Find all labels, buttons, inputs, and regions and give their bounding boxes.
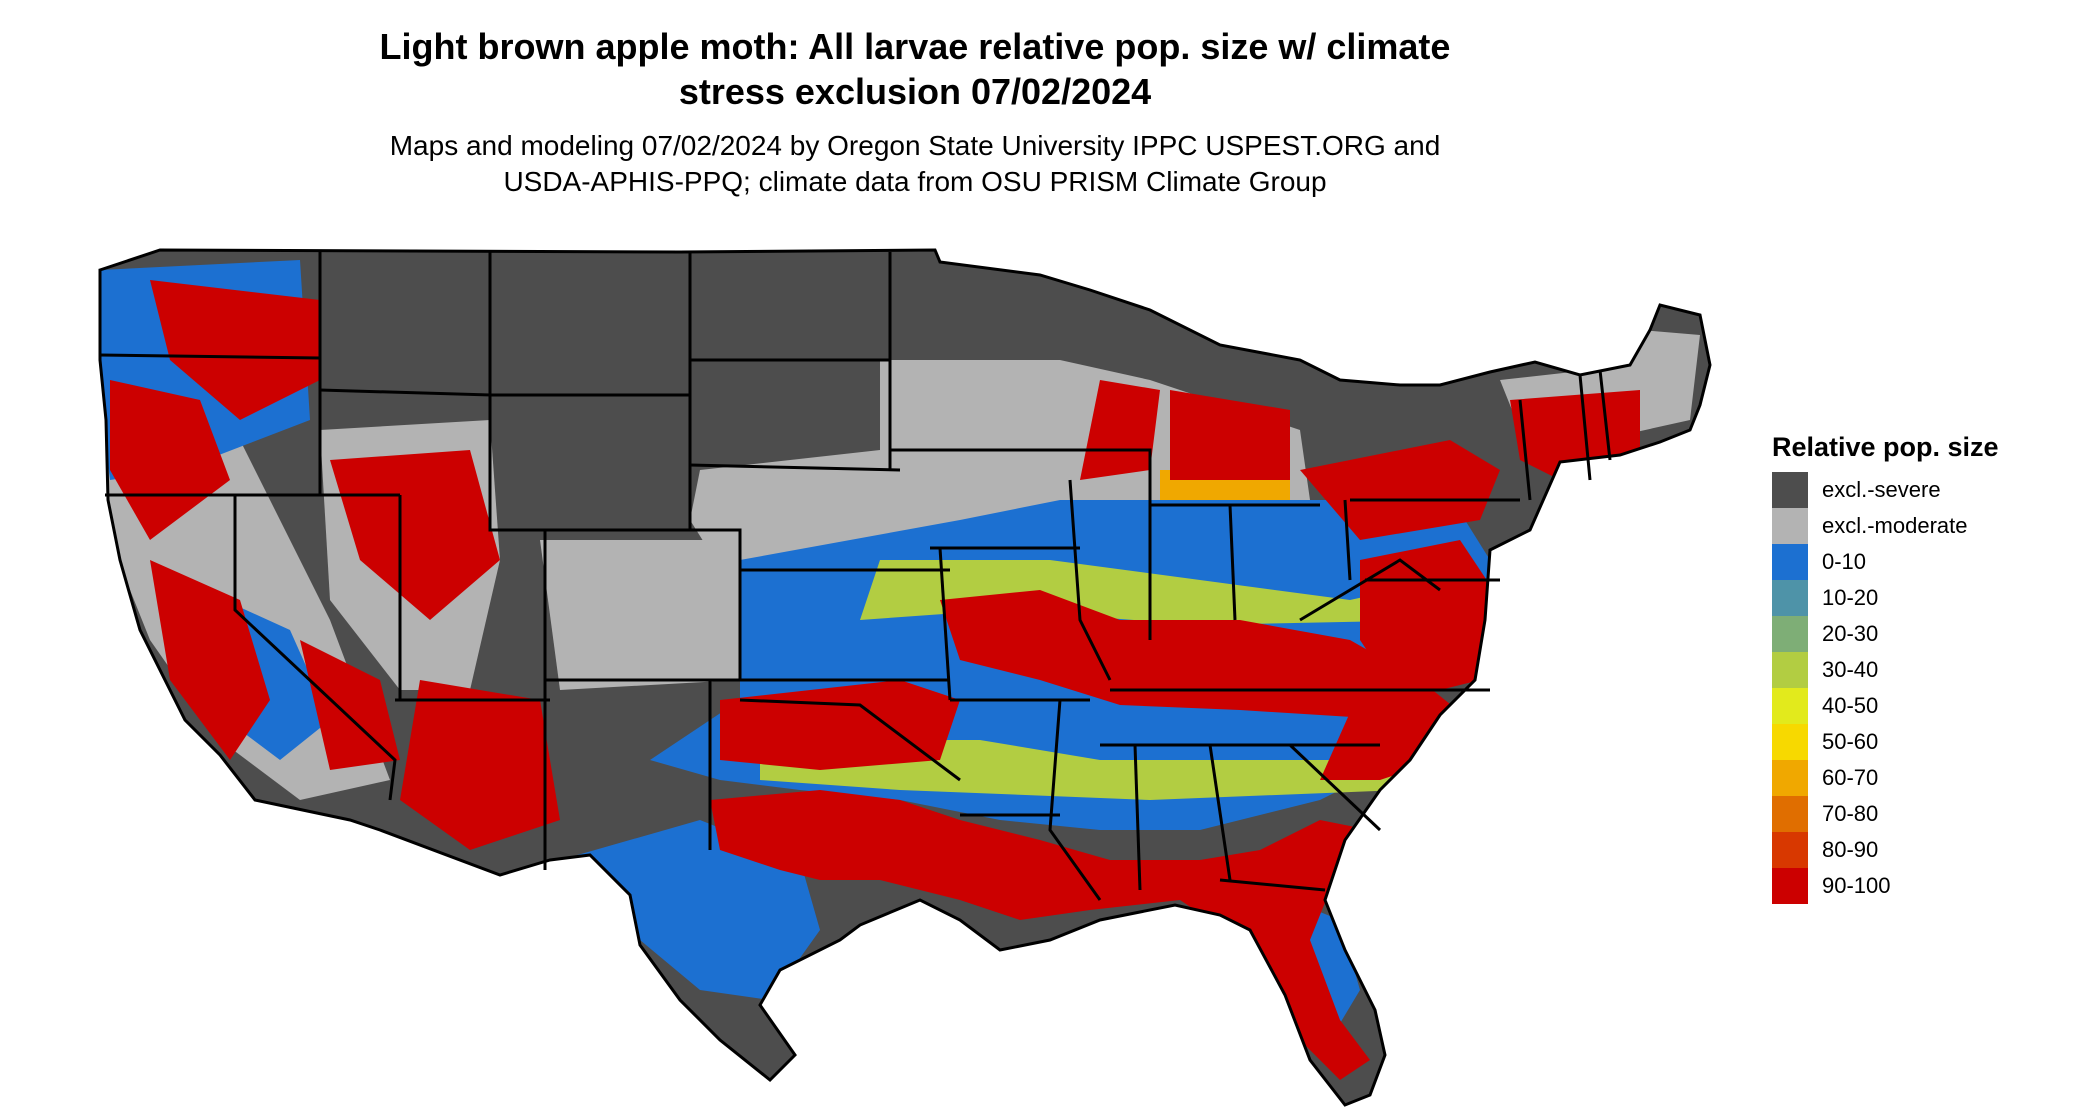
legend-swatch bbox=[1772, 472, 1808, 508]
border-in-oh bbox=[1228, 504, 1237, 621]
border-new-england bbox=[1518, 369, 1612, 501]
legend-item: 50-60 bbox=[1772, 724, 2072, 760]
legend-title: Relative pop. size bbox=[1772, 432, 1999, 462]
legend-item: 40-50 bbox=[1772, 688, 2072, 724]
map-subtitle-line-1: Maps and modeling 07/02/2024 by Oregon S… bbox=[389, 130, 1441, 161]
legend-label: 30-40 bbox=[1822, 657, 1879, 682]
legend-item: 20-30 bbox=[1772, 616, 2072, 652]
legend: Relative pop. size excl.-severe excl.-mod… bbox=[1772, 430, 2072, 904]
zone-moderate bbox=[540, 540, 740, 690]
border-mo-west bbox=[938, 547, 952, 701]
border-ga-sc bbox=[1288, 743, 1382, 832]
legend-swatch bbox=[1772, 580, 1808, 616]
border-ca-nv bbox=[233, 495, 397, 801]
legend-label: 70-80 bbox=[1822, 801, 1879, 826]
state-borders bbox=[98, 248, 1712, 1107]
legend-label: 60-70 bbox=[1822, 765, 1879, 790]
map-title-block: Light brown apple moth: All larvae relat… bbox=[290, 24, 1540, 200]
border-ga-fl bbox=[1219, 878, 1326, 892]
border-sd-ne bbox=[689, 463, 901, 472]
us-outline bbox=[98, 248, 1712, 1107]
legend-swatch bbox=[1772, 796, 1808, 832]
zone-high bbox=[710, 790, 1370, 1080]
zone-high bbox=[330, 450, 500, 620]
zone-high bbox=[1080, 380, 1160, 480]
legend-swatch bbox=[1772, 652, 1808, 688]
legend-item: 80-90 bbox=[1772, 832, 2072, 868]
legend-items: excl.-severe excl.-moderate 0-10 10-20 20-30… bbox=[1772, 472, 2072, 904]
legend-label: excl.-severe bbox=[1822, 477, 1941, 502]
zone-high bbox=[940, 590, 1420, 720]
border-il bbox=[1068, 479, 1112, 681]
zone-high bbox=[1170, 390, 1290, 480]
legend-swatch bbox=[1772, 616, 1808, 652]
map-title-line-2: stress exclusion 07/02/2024 bbox=[678, 71, 1152, 112]
legend-label: 50-60 bbox=[1822, 729, 1879, 754]
zone-high bbox=[300, 640, 400, 770]
legend-item: excl.-severe bbox=[1772, 472, 2072, 508]
border-nm bbox=[543, 680, 712, 870]
legend-item: 0-10 bbox=[1772, 544, 2072, 580]
border-ok-tx bbox=[739, 698, 961, 782]
zone-high bbox=[400, 680, 560, 850]
border-ms-al bbox=[1133, 744, 1142, 891]
legend-swatch bbox=[1772, 688, 1808, 724]
legend-label: 10-20 bbox=[1822, 585, 1879, 610]
zone-high bbox=[150, 280, 320, 420]
legend-item: excl.-moderate bbox=[1772, 508, 2072, 544]
legend-item: 90-100 bbox=[1772, 868, 2072, 904]
legend-item: 30-40 bbox=[1772, 652, 2072, 688]
legend-label: excl.-moderate bbox=[1822, 513, 1968, 538]
legend-item: 70-80 bbox=[1772, 796, 2072, 832]
border-al-ga bbox=[1208, 744, 1232, 881]
map-title-line-1: Light brown apple moth: All larvae relat… bbox=[379, 26, 1451, 67]
border-wa-or bbox=[99, 353, 321, 360]
legend-label: 0-10 bbox=[1822, 549, 1867, 574]
zone-high bbox=[110, 380, 230, 540]
zone-high bbox=[1300, 440, 1500, 540]
legend-label: 20-30 bbox=[1822, 621, 1879, 646]
zone-low bbox=[560, 820, 820, 1000]
legend-swatch bbox=[1772, 544, 1808, 580]
legend-swatch bbox=[1772, 724, 1808, 760]
legend-swatch bbox=[1772, 760, 1808, 796]
zone-high bbox=[150, 560, 270, 760]
legend-item: 60-70 bbox=[1772, 760, 2072, 796]
border-co bbox=[545, 528, 742, 682]
legend-label: 80-90 bbox=[1822, 837, 1879, 862]
border-la-east bbox=[1048, 699, 1102, 901]
border-oh-pa bbox=[1343, 499, 1352, 581]
legend-swatch bbox=[1772, 832, 1808, 868]
map-subtitle: Maps and modeling 07/02/2024 by Oregon S… bbox=[290, 128, 1540, 200]
legend-swatch bbox=[1772, 508, 1808, 544]
map-subtitle-line-2: USDA-APHIS-PPQ; climate data from OSU PR… bbox=[503, 166, 1327, 197]
legend-label: 90-100 bbox=[1822, 873, 1891, 898]
legend-item: 10-20 bbox=[1772, 580, 2072, 616]
legend-swatch bbox=[1772, 868, 1808, 904]
legend-label: 40-50 bbox=[1822, 693, 1879, 718]
border-wi-il bbox=[1050, 448, 1152, 520]
